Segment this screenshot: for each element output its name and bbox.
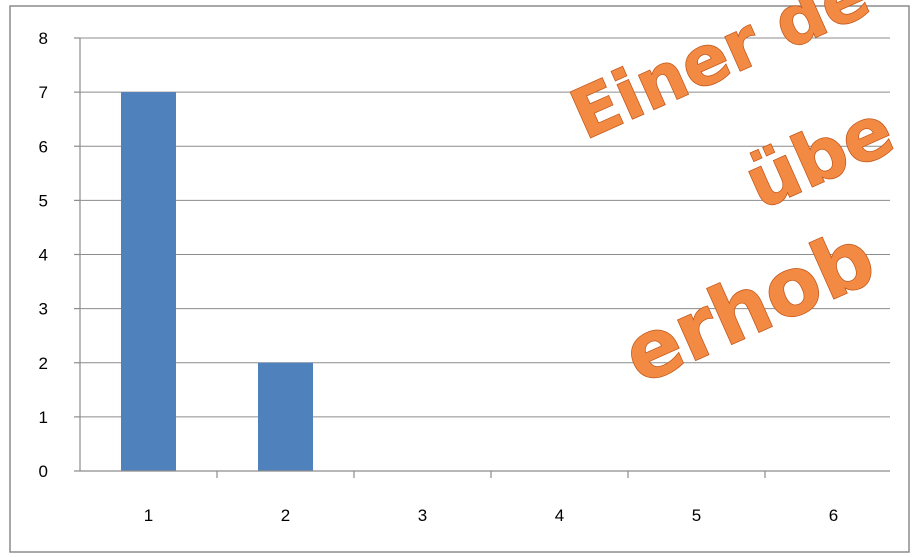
bar-1 <box>121 92 176 471</box>
y-tick-label: 5 <box>39 191 48 210</box>
y-tick-label: 2 <box>39 354 48 373</box>
x-tick-label: 2 <box>281 506 290 525</box>
overlay-line-2: übe <box>733 87 906 225</box>
x-tick-label: 3 <box>418 506 427 525</box>
y-tick-labels: 0 1 2 3 4 5 6 7 8 <box>39 29 80 481</box>
bar-2 <box>258 362 313 471</box>
y-tick-label: 6 <box>39 137 48 156</box>
y-tick-label: 7 <box>39 83 48 102</box>
x-tick-label: 4 <box>555 506 564 525</box>
y-tick-label: 0 <box>39 462 48 481</box>
y-tick-label: 3 <box>39 300 48 319</box>
x-tick-label: 5 <box>692 506 701 525</box>
gridlines <box>80 37 890 418</box>
x-tick-label: 1 <box>144 506 153 525</box>
overlay-text: Einer de übe erhob <box>559 0 906 403</box>
x-tick-labels: 1 2 3 4 5 6 <box>144 471 838 525</box>
y-tick-label: 1 <box>39 408 48 427</box>
x-tick-label: 6 <box>829 506 838 525</box>
bars <box>121 92 313 471</box>
y-tick-label: 8 <box>39 29 48 48</box>
chart-border <box>9 5 910 553</box>
overlay-line-3: erhob <box>610 210 888 402</box>
y-tick-label: 4 <box>39 246 48 265</box>
